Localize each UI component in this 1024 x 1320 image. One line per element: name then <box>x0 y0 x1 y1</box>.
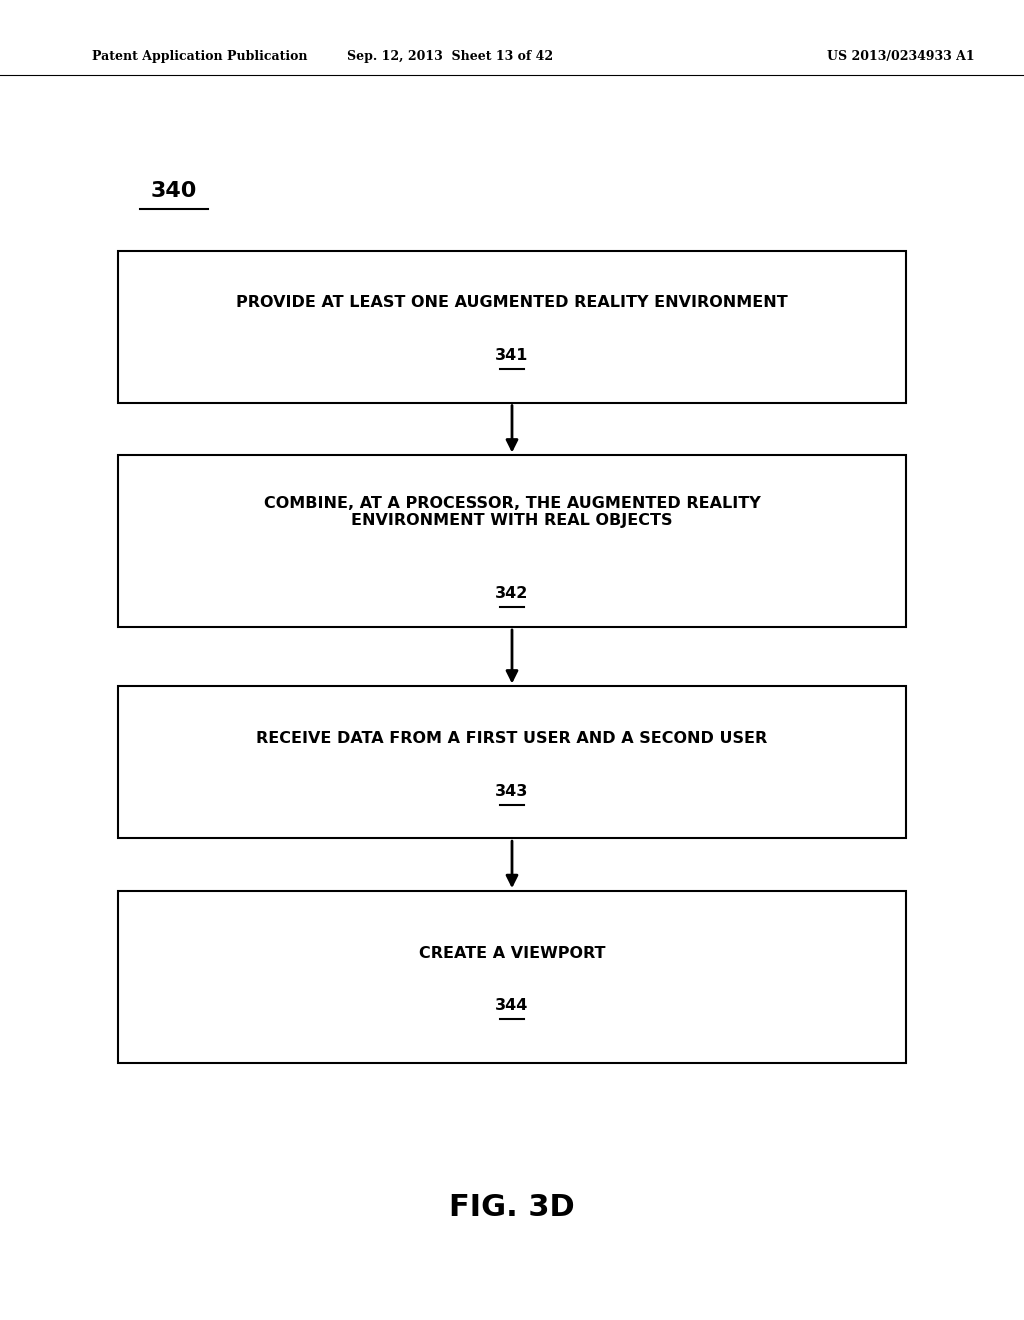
FancyBboxPatch shape <box>118 251 906 403</box>
FancyBboxPatch shape <box>118 686 906 838</box>
Text: CREATE A VIEWPORT: CREATE A VIEWPORT <box>419 945 605 961</box>
Text: 342: 342 <box>496 586 528 602</box>
Text: US 2013/0234933 A1: US 2013/0234933 A1 <box>827 50 975 63</box>
Text: PROVIDE AT LEAST ONE AUGMENTED REALITY ENVIRONMENT: PROVIDE AT LEAST ONE AUGMENTED REALITY E… <box>237 296 787 310</box>
Text: COMBINE, AT A PROCESSOR, THE AUGMENTED REALITY
ENVIRONMENT WITH REAL OBJECTS: COMBINE, AT A PROCESSOR, THE AUGMENTED R… <box>263 496 761 528</box>
Text: Patent Application Publication: Patent Application Publication <box>92 50 307 63</box>
Text: 340: 340 <box>151 181 198 202</box>
Text: Sep. 12, 2013  Sheet 13 of 42: Sep. 12, 2013 Sheet 13 of 42 <box>347 50 554 63</box>
Text: 343: 343 <box>496 784 528 799</box>
Text: RECEIVE DATA FROM A FIRST USER AND A SECOND USER: RECEIVE DATA FROM A FIRST USER AND A SEC… <box>256 731 768 746</box>
FancyBboxPatch shape <box>118 455 906 627</box>
Text: FIG. 3D: FIG. 3D <box>450 1193 574 1222</box>
Text: 344: 344 <box>496 998 528 1014</box>
FancyBboxPatch shape <box>118 891 906 1063</box>
Text: 341: 341 <box>496 348 528 363</box>
